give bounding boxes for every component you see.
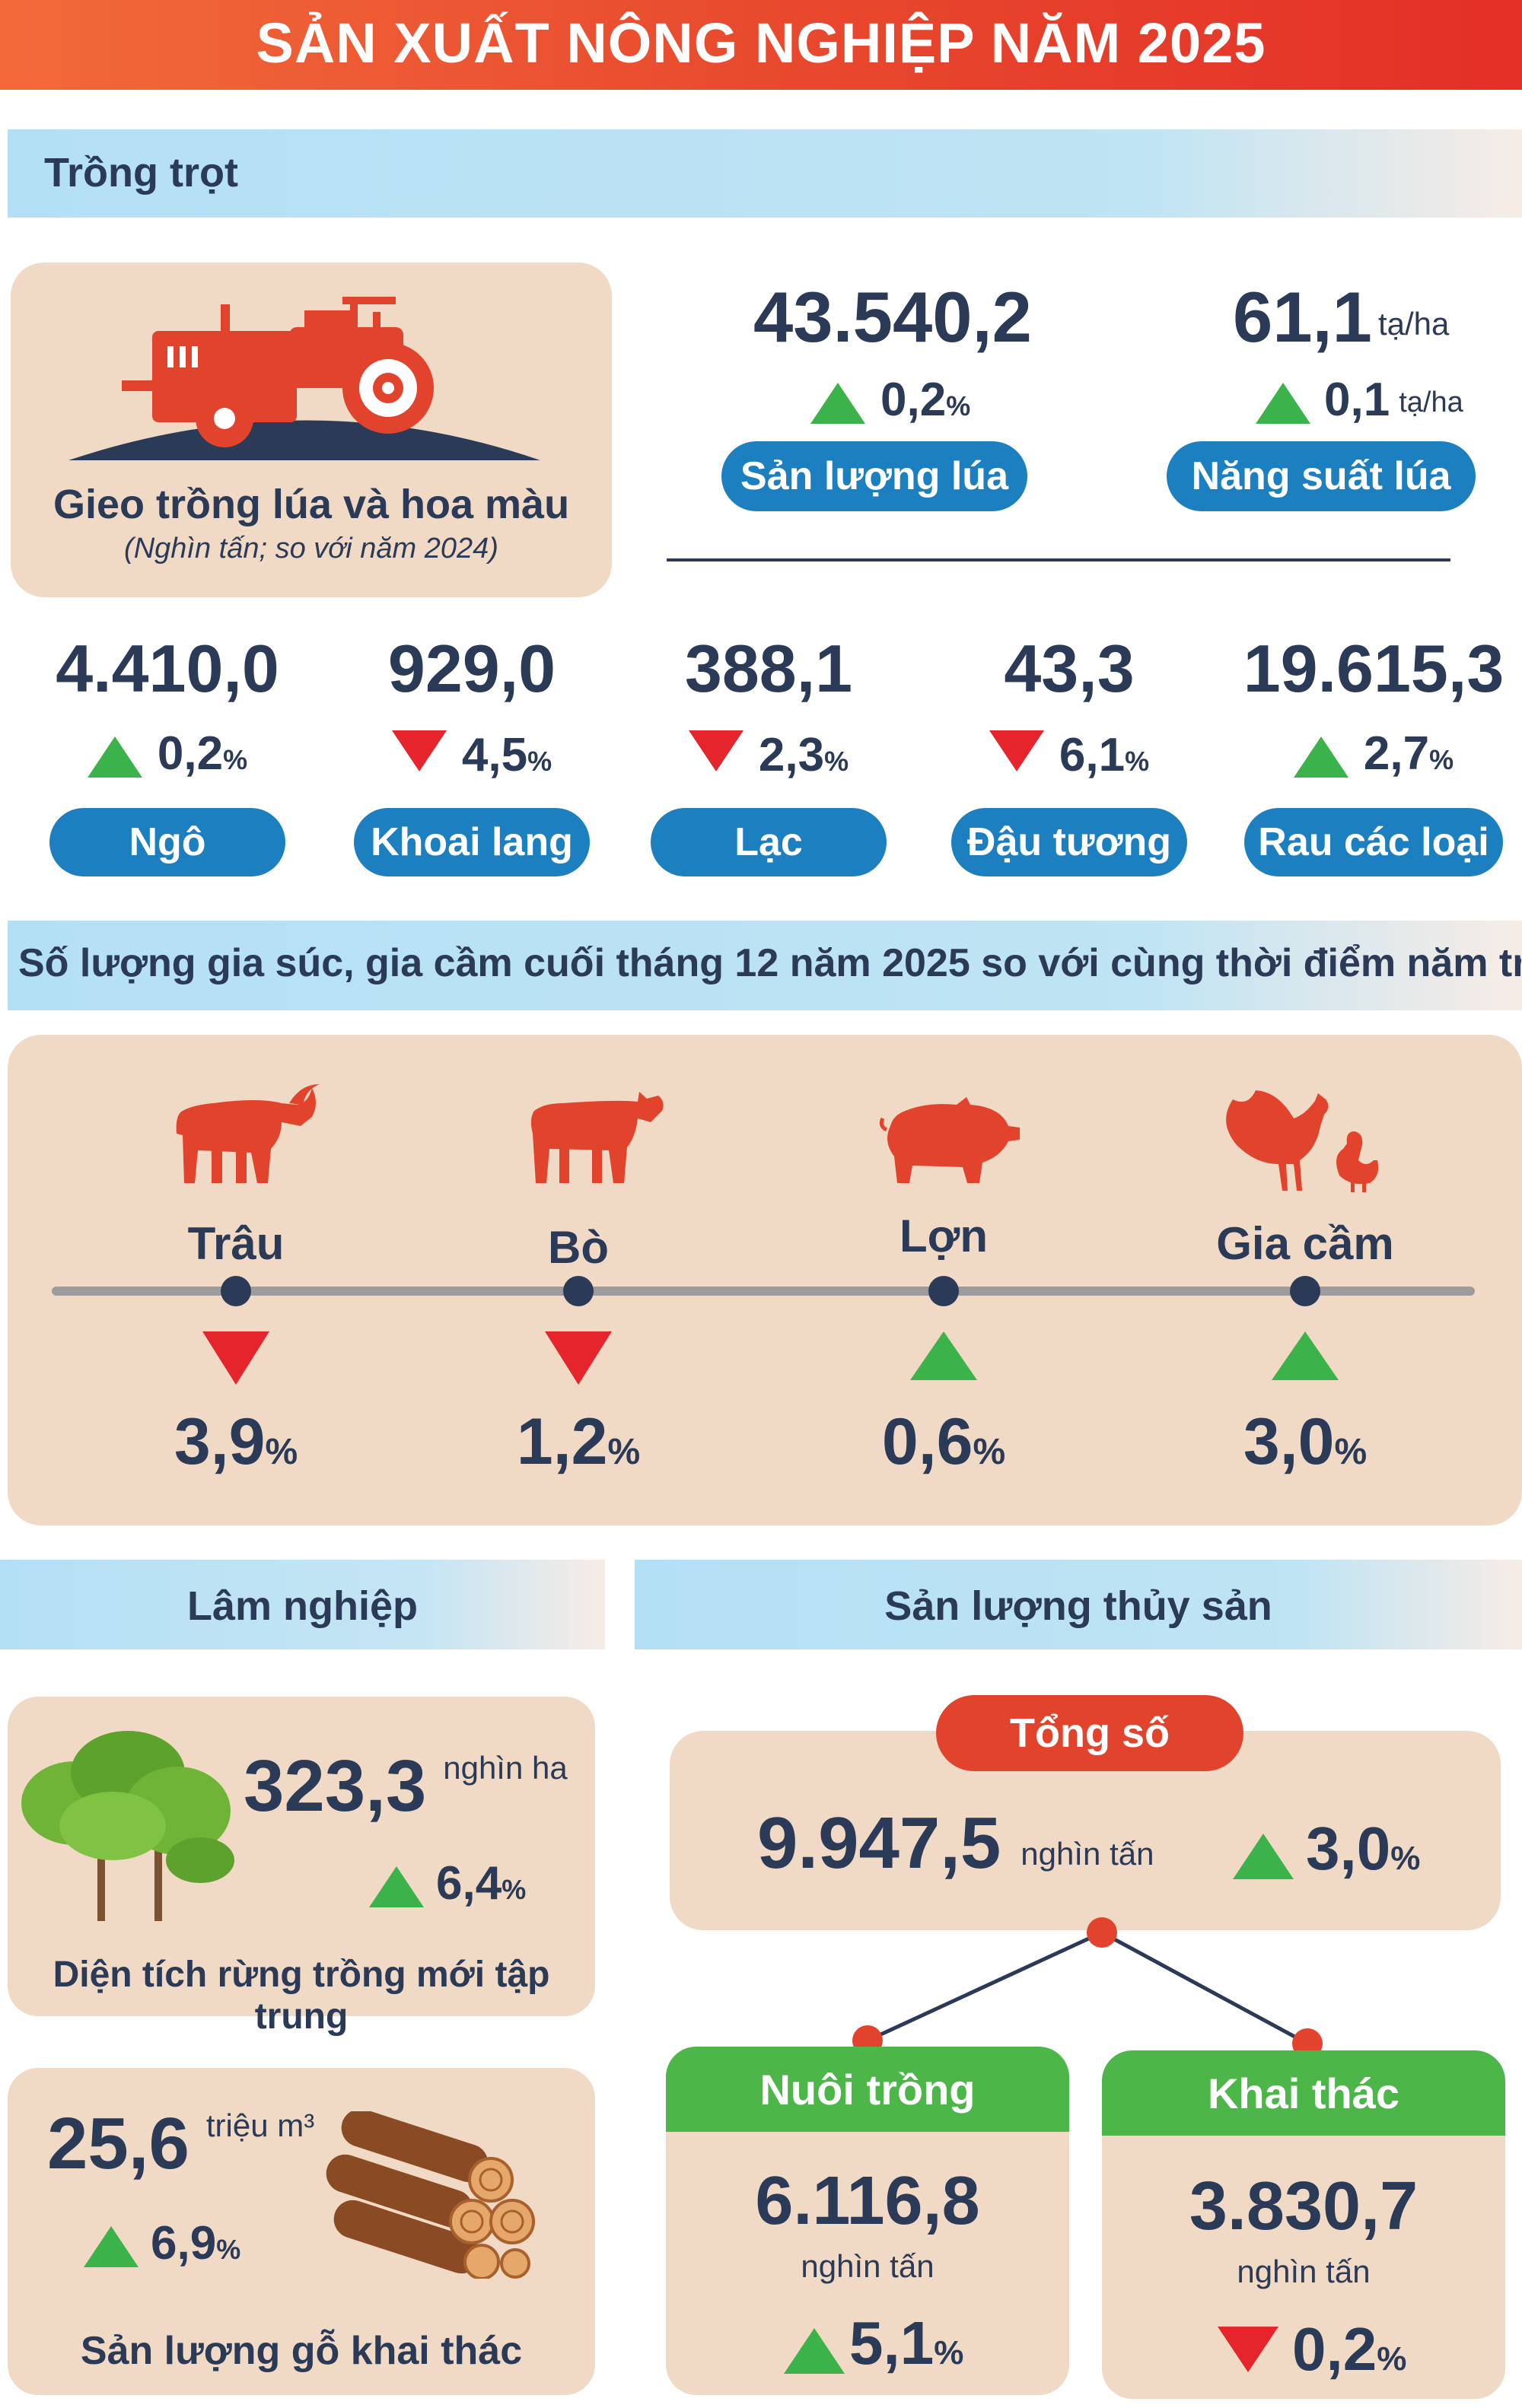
fishery-farming-label: Nuôi trồng	[666, 2047, 1069, 2132]
logs-icon	[326, 2111, 535, 2279]
section-title-thuy-san: Sản lượng thủy sản	[884, 1583, 1272, 1629]
connector-dot	[1087, 1917, 1117, 1948]
wood-unit: triệu m³	[205, 2107, 315, 2143]
wood-value-group: 25,6 triệu m³	[47, 2107, 314, 2181]
forest-value: 323,3	[244, 1745, 427, 1827]
crop-label: Khoai lang	[354, 808, 590, 876]
title-banner	[0, 0, 1522, 90]
up-arrow-icon	[784, 2328, 845, 2374]
crop-change: 2,3%	[616, 730, 921, 779]
crop-value: 4.410,0	[56, 631, 279, 706]
cow-icon	[530, 1092, 664, 1183]
up-arrow-icon	[369, 1866, 424, 1907]
section-title-trong-trot: Trồng trọt	[44, 150, 238, 196]
rice-yield-unit: tạ/ha	[1377, 306, 1450, 342]
livestock-change: 0,6%	[881, 1405, 1006, 1478]
fishery-farming-unit: nghìn tấn	[801, 2248, 935, 2284]
fishery-total-change: 3,0%	[1233, 1818, 1420, 1879]
livestock-label: Trâu	[187, 1218, 285, 1269]
wood-value: 25,6	[47, 2103, 189, 2184]
section-bar-livestock	[8, 921, 1522, 1010]
up-arrow-icon	[910, 1331, 977, 1380]
timeline-dot	[221, 1276, 251, 1306]
fishery-total-label: Tổng số	[936, 1695, 1243, 1771]
fishery-catching-label: Khai thác	[1102, 2050, 1505, 2136]
divider	[667, 558, 1450, 561]
crop-change: 2,7%	[1221, 730, 1522, 778]
fishery-total-value: 9.947,5	[757, 1802, 1001, 1884]
rice-yield-change: 0,1 tạ/ha	[1256, 377, 1463, 424]
rice-yield-label: Năng suất lúa	[1167, 441, 1476, 511]
down-arrow-icon	[202, 1331, 269, 1385]
up-arrow-icon	[810, 383, 865, 424]
fishery-farming-change: 5,1%	[784, 2313, 963, 2374]
crop-change: 4,5%	[320, 730, 624, 779]
livestock-change: 3,9%	[174, 1405, 298, 1478]
section-bar-thuy-san	[635, 1560, 1522, 1649]
crop-label: Đậu tương	[951, 808, 1187, 876]
fishery-catching-value: 3.830,7	[1189, 2168, 1419, 2244]
buffalo-icon	[176, 1084, 320, 1183]
livestock-timeline	[52, 1287, 1475, 1296]
section-title-livestock: Số lượng gia súc, gia cầm cuối tháng 12 …	[18, 941, 1521, 985]
forest-label: Diện tích rừng trồng mới tập trung	[53, 1955, 550, 2037]
fishery-connector	[866, 1930, 1309, 2046]
crop-label: Lạc	[651, 808, 887, 876]
section-title-lam-nghiep: Lâm nghiệp	[186, 1583, 418, 1629]
pig-icon	[879, 1097, 1020, 1183]
crop-intro-title: Gieo trồng lúa và hoa màu	[53, 482, 570, 527]
livestock-label: Gia cầm	[1216, 1218, 1394, 1269]
fishery-catching-change: 0,2%	[1218, 2319, 1406, 2380]
fishery-catching-unit: nghìn tấn	[1237, 2254, 1371, 2289]
down-arrow-icon	[1218, 2327, 1278, 2372]
rice-output-value: 43.540,2	[753, 277, 1032, 357]
fishery-total-unit: nghìn tấn	[1021, 1836, 1154, 1872]
crop-value: 19.615,3	[1243, 631, 1504, 706]
crop-change: 0,2%	[15, 730, 320, 778]
timeline-dot	[563, 1276, 594, 1306]
forest-unit: nghìn ha	[443, 1750, 568, 1786]
rice-yield-value: 61,1	[1233, 277, 1372, 357]
up-arrow-icon	[87, 736, 142, 778]
livestock-label: Lợn	[900, 1210, 988, 1261]
up-arrow-icon	[1272, 1331, 1339, 1380]
livestock-change: 3,0%	[1243, 1405, 1368, 1478]
rice-yield-value-group: 61,1 tạ/ha	[1233, 282, 1449, 353]
crop-label: Ngô	[49, 808, 285, 876]
livestock-label: Bò	[548, 1222, 609, 1273]
timeline-dot	[928, 1276, 959, 1306]
section-bar-lam-nghiep	[0, 1560, 605, 1649]
down-arrow-icon	[391, 730, 447, 771]
page-title: SẢN XUẤT NÔNG NGHIỆP NĂM 2025	[256, 11, 1266, 75]
timeline-dot	[1290, 1276, 1320, 1306]
crop-value: 43,3	[1004, 631, 1135, 706]
up-arrow-icon	[1233, 1834, 1294, 1879]
up-arrow-icon	[1256, 383, 1310, 424]
crop-value: 929,0	[387, 631, 556, 706]
forest-change: 6,4%	[369, 1860, 526, 1907]
crop-intro-note: (Nghìn tấn; so với năm 2024)	[124, 533, 498, 565]
crop-label: Rau các loại	[1244, 808, 1503, 876]
tractor-icon	[68, 297, 540, 460]
rice-output-label: Sản lượng lúa	[721, 441, 1027, 511]
poultry-icon	[1226, 1090, 1379, 1192]
down-arrow-icon	[545, 1331, 612, 1385]
wood-label: Sản lượng gỗ khai thác	[80, 2329, 523, 2373]
fishery-farming-value: 6.116,8	[755, 2163, 980, 2239]
livestock-change: 1,2%	[516, 1405, 641, 1478]
forest-value-group: 323,3 nghìn ha	[244, 1750, 568, 1823]
up-arrow-icon	[1293, 736, 1348, 778]
down-arrow-icon	[688, 730, 743, 771]
tree-icon	[21, 1731, 234, 1921]
rice-output-change: 0,2%	[810, 377, 970, 424]
crop-change: 6,1%	[917, 730, 1221, 779]
down-arrow-icon	[989, 730, 1044, 771]
wood-change: 6,9%	[84, 2220, 240, 2267]
up-arrow-icon	[84, 2226, 139, 2267]
section-bar-trong-trot	[8, 129, 1522, 218]
crop-value: 388,1	[684, 631, 853, 706]
fishery-total-value-group: 9.947,5 nghìn tấn	[757, 1807, 1154, 1880]
